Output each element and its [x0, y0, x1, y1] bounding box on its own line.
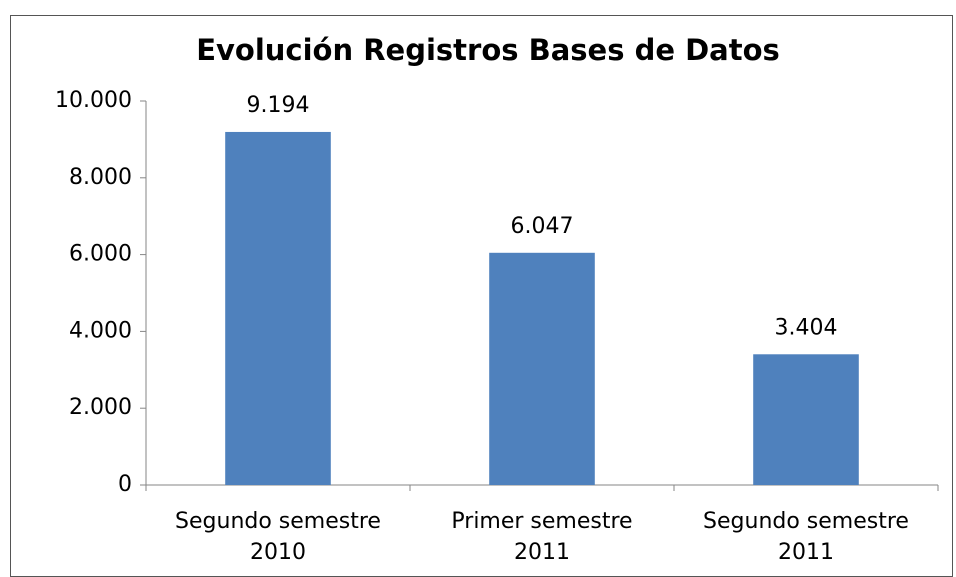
bar [225, 131, 331, 486]
x-tick-label: Segundo semestre 2011 [703, 509, 909, 565]
bar [753, 354, 859, 485]
data-label: 3.404 [775, 315, 838, 340]
data-label: 6.047 [511, 214, 574, 239]
y-tick-label: 10.000 [55, 88, 132, 113]
data-label: 9.194 [247, 93, 310, 118]
chart-title: Evolución Registros Bases de Datos [196, 33, 780, 67]
bar [489, 252, 595, 485]
y-tick-label: 8.000 [69, 165, 132, 190]
y-tick-label: 0 [118, 472, 132, 497]
y-tick-label: 6.000 [69, 242, 132, 267]
chart-border [10, 15, 953, 577]
x-tick-label: Primer semestre 2011 [451, 509, 632, 565]
x-tick-label: Segundo semestre 2010 [175, 509, 381, 565]
y-tick-label: 4.000 [69, 318, 132, 343]
y-tick-label: 2.000 [69, 395, 132, 420]
